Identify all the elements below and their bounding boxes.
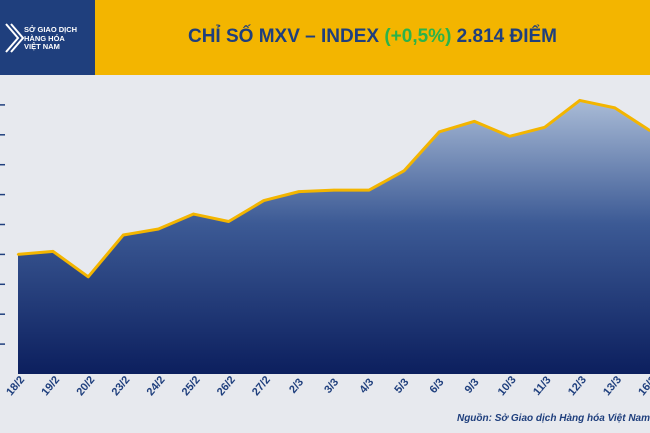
data-point-14	[508, 135, 511, 138]
data-point-1	[51, 250, 55, 253]
data-point-9	[332, 188, 336, 192]
title-change: (+0,5%)	[384, 26, 452, 47]
x-tick-label-3: 23/2	[110, 374, 133, 398]
x-tick-label-5: 25/2	[180, 374, 203, 398]
x-tick-label-15: 11/3	[531, 374, 554, 398]
data-point-12	[438, 130, 441, 134]
data-point-8	[297, 190, 301, 193]
x-tick-label-6: 26/2	[215, 374, 238, 398]
x-tick-label-1: 19/2	[39, 374, 62, 398]
data-point-15	[543, 126, 546, 129]
logo-arrow-icon	[5, 23, 25, 53]
data-point-11	[403, 169, 406, 172]
data-point-3	[122, 233, 125, 237]
x-tick-label-9: 3/3	[322, 376, 341, 395]
data-point-17	[613, 106, 617, 110]
x-tick-label-17: 13/3	[601, 374, 624, 398]
page-title: CHỈ SỐ MXV – INDEX (+0,5%) 2.814 ĐIỂM	[95, 26, 650, 48]
x-tick-label-8: 2/3	[287, 376, 306, 395]
x-tick-label-11: 5/3	[392, 376, 411, 395]
x-tick-label-14: 10/3	[496, 374, 519, 398]
data-point-2	[87, 275, 90, 279]
x-tick-label-13: 9/3	[463, 376, 482, 395]
source-note: Nguồn: Sở Giao dịch Hàng hóa Việt Nam	[456, 413, 650, 424]
data-point-10	[367, 188, 371, 192]
data-point-6	[227, 220, 230, 223]
x-tick-label-0: 18/2	[4, 374, 27, 398]
title-suffix: 2.814 ĐIỂM	[451, 26, 558, 47]
data-point-4	[157, 227, 160, 231]
x-tick-label-18: 16/3	[636, 374, 650, 398]
logo-line-3: VIỆT NAM	[24, 42, 60, 51]
x-tick-label-7: 27/2	[250, 374, 273, 398]
data-point-7	[262, 199, 265, 202]
data-point-0	[16, 253, 20, 256]
x-tick-label-16: 12/3	[566, 374, 589, 398]
area-fill	[18, 100, 650, 374]
logo-text: SỞ GIAO DỊCH HÀNG HÓA VIỆT NAM	[24, 25, 94, 52]
data-point-13	[473, 120, 476, 123]
header-banner: SỞ GIAO DỊCH HÀNG HÓA VIỆT NAM CHỈ SỐ MX…	[0, 0, 650, 75]
x-tick-label-4: 24/2	[145, 374, 168, 398]
title-prefix: CHỈ SỐ MXV – INDEX	[187, 26, 385, 47]
x-tick-label-2: 20/2	[74, 374, 97, 398]
logo-line-1: SỞ GIAO DỊCH	[24, 25, 78, 34]
data-point-16	[578, 99, 581, 102]
logo-line-2: HÀNG HÓA	[24, 33, 65, 43]
data-point-5	[192, 212, 195, 216]
logo: SỞ GIAO DỊCH HÀNG HÓA VIỆT NAM	[0, 0, 95, 75]
x-tick-label-12: 6/3	[428, 376, 447, 395]
x-tick-label-10: 4/3	[357, 376, 376, 395]
